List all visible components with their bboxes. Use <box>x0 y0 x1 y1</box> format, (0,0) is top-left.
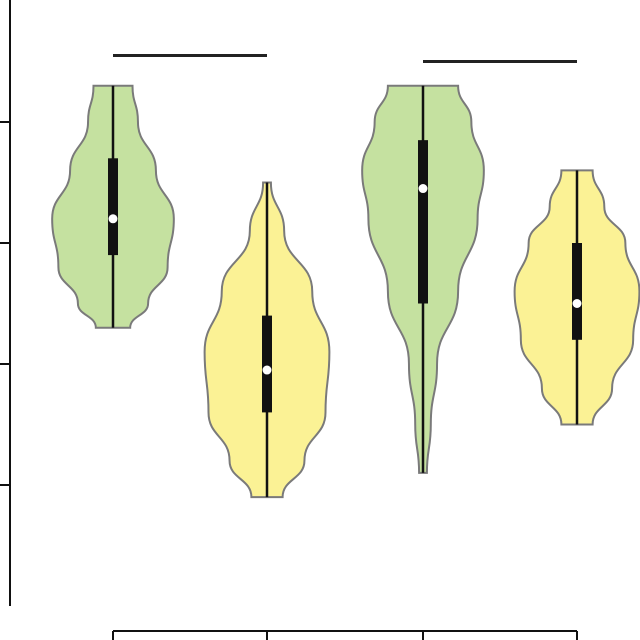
violin-iqr-box-1 <box>108 158 118 256</box>
violin-median-4 <box>572 299 582 308</box>
violin-median-3 <box>418 184 428 194</box>
violin-median-1 <box>108 214 118 224</box>
violin-iqr-box-4 <box>572 243 582 340</box>
violin-iqr-box-2 <box>262 315 272 413</box>
violin-iqr-box-3 <box>418 140 428 304</box>
violin-median-2 <box>262 365 272 375</box>
